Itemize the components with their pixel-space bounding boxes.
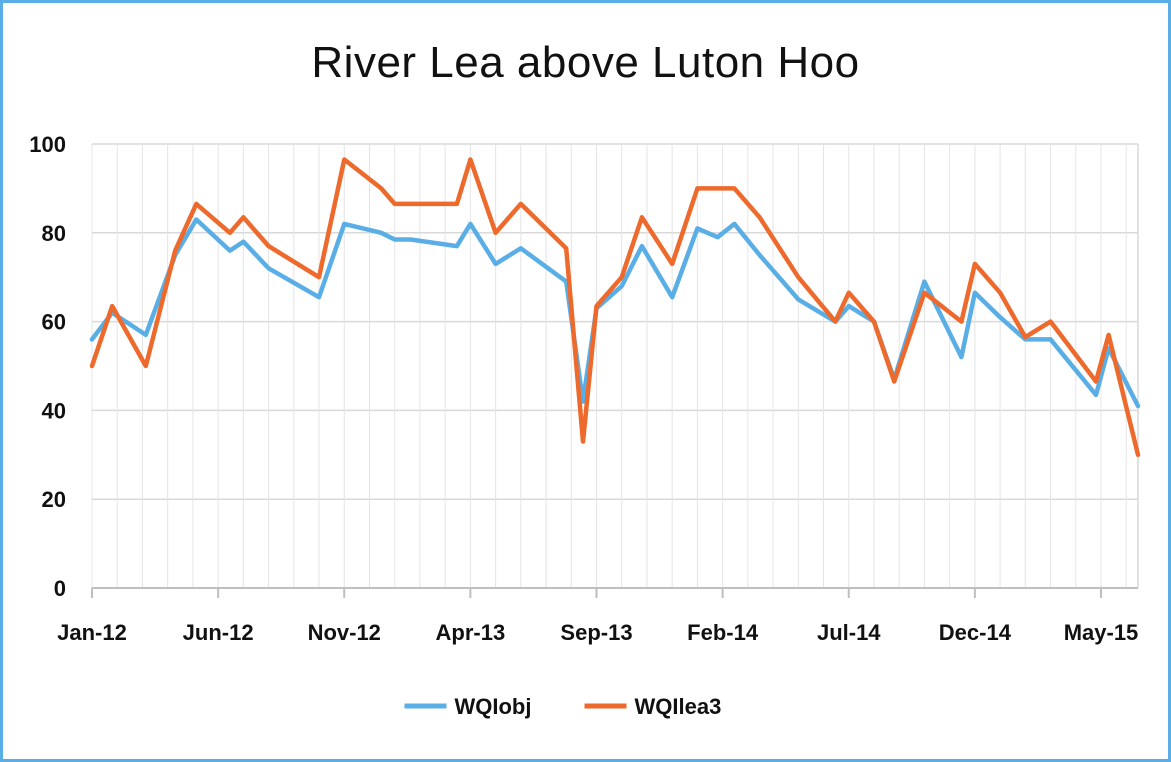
y-axis-ticks: 0 20 40 60 80 100 — [29, 132, 66, 601]
x-tick-label: Jun-12 — [183, 620, 254, 645]
x-tick-label: Dec-14 — [939, 620, 1012, 645]
legend-label-wqilea3: WQIlea3 — [635, 694, 722, 719]
series-line-wqiobj — [89, 217, 1141, 409]
y-tick-label: 0 — [54, 576, 66, 601]
x-tick-label: Apr-13 — [436, 620, 506, 645]
x-tick-label: May-15 — [1064, 620, 1139, 645]
series-line-wqilea3 — [89, 157, 1141, 458]
y-tick-label: 100 — [29, 132, 66, 157]
y-tick-label: 20 — [42, 487, 66, 512]
x-tick-label: Sep-13 — [560, 620, 632, 645]
series-lines — [89, 157, 1141, 458]
x-tick-label: Jul-14 — [817, 620, 881, 645]
y-tick-label: 40 — [42, 398, 66, 423]
x-axis-ticks: Jan-12 Jun-12 Nov-12 Apr-13 Sep-13 Feb-14 Jul-… — [57, 587, 1139, 645]
y-tick-label: 80 — [42, 221, 66, 246]
y-tick-label: 60 — [42, 310, 66, 335]
gridlines — [91, 143, 1139, 589]
x-tick-label: Jan-12 — [57, 620, 127, 645]
x-tick-label: Nov-12 — [308, 620, 381, 645]
x-tick-label: Feb-14 — [687, 620, 759, 645]
legend: WQIobj WQIlea3 — [404, 694, 722, 719]
legend-label-wqiobj: WQIobj — [455, 694, 532, 719]
chart-title: River Lea above Luton Hoo — [311, 38, 860, 87]
